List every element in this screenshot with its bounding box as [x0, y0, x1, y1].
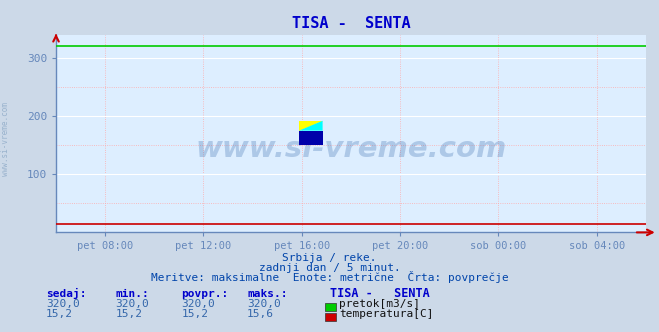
Text: 320,0: 320,0 [115, 299, 149, 309]
Text: Srbija / reke.: Srbija / reke. [282, 253, 377, 263]
Title: TISA -  SENTA: TISA - SENTA [291, 16, 411, 31]
Text: 15,6: 15,6 [247, 309, 274, 319]
Text: maks.:: maks.: [247, 289, 287, 299]
Text: Meritve: maksimalne  Enote: metrične  Črta: povprečje: Meritve: maksimalne Enote: metrične Črta… [151, 271, 508, 283]
Text: sedaj:: sedaj: [46, 288, 86, 299]
Text: 15,2: 15,2 [181, 309, 208, 319]
Text: zadnji dan / 5 minut.: zadnji dan / 5 minut. [258, 263, 401, 273]
Text: 15,2: 15,2 [46, 309, 73, 319]
Text: 15,2: 15,2 [115, 309, 142, 319]
Text: 320,0: 320,0 [46, 299, 80, 309]
Text: min.:: min.: [115, 289, 149, 299]
Text: pretok[m3/s]: pretok[m3/s] [339, 299, 420, 309]
Text: 320,0: 320,0 [181, 299, 215, 309]
Text: www.si-vreme.com: www.si-vreme.com [1, 103, 10, 176]
Text: TISA -   SENTA: TISA - SENTA [330, 287, 429, 300]
Polygon shape [299, 121, 323, 131]
Text: temperatura[C]: temperatura[C] [339, 309, 434, 319]
Text: povpr.:: povpr.: [181, 289, 229, 299]
Polygon shape [299, 131, 323, 145]
Polygon shape [299, 121, 323, 131]
Text: 320,0: 320,0 [247, 299, 281, 309]
Text: www.si-vreme.com: www.si-vreme.com [195, 135, 507, 163]
